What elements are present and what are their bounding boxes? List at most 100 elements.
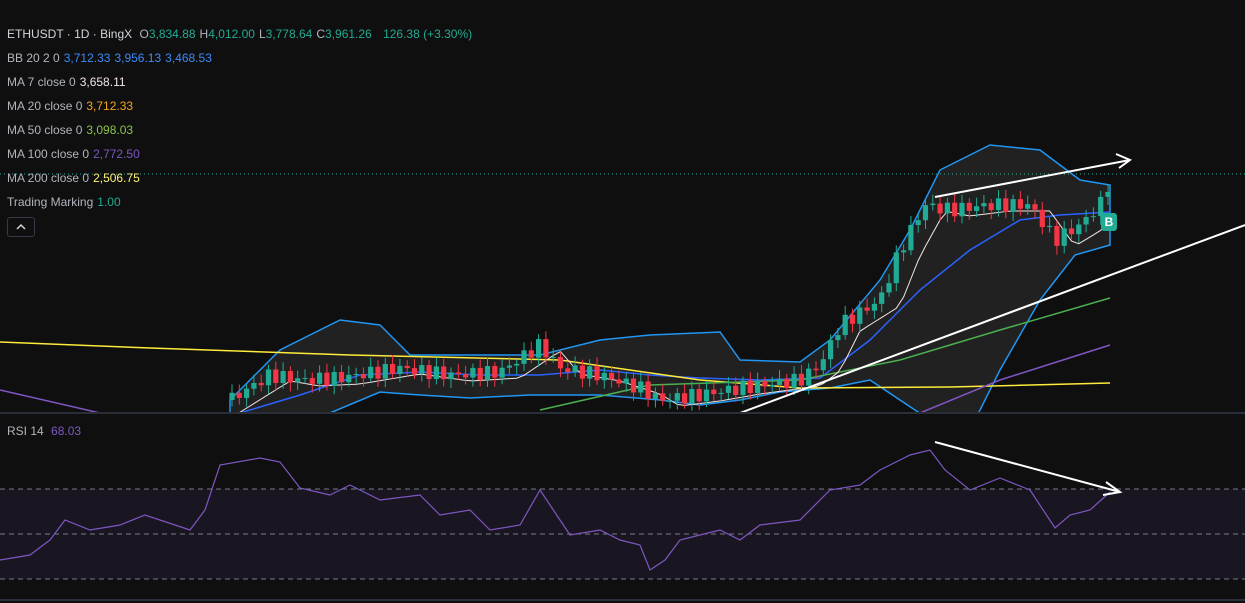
candle-body (477, 367, 483, 381)
candle-body (849, 314, 856, 324)
candle-body (360, 373, 366, 379)
candle-body (616, 379, 622, 384)
candle-body (871, 303, 877, 311)
indicator-name: MA 200 close 0 (7, 171, 90, 185)
candle-body (798, 373, 804, 386)
collapse-button[interactable] (7, 217, 35, 237)
candle-body (1054, 225, 1060, 246)
candle-body (390, 363, 396, 374)
candle-body (295, 378, 301, 383)
ohlc-label: H (199, 27, 209, 41)
indicator-name: MA 50 close 0 (7, 123, 83, 137)
indicator-row: BB 20 2 0 3,712.33 3,956.13 3,468.53 (7, 51, 216, 65)
ohlc-value: 3,834.88 (148, 27, 196, 41)
candle-body (309, 378, 315, 384)
candle-body (258, 382, 264, 386)
candle-body (791, 373, 797, 388)
candle-body (346, 374, 352, 383)
rsi-line (0, 449, 1111, 571)
candle-body (776, 378, 783, 385)
candle-body (879, 292, 885, 304)
indicator-row: MA 200 close 0 2,506.75 (7, 171, 144, 185)
candle-body (1068, 228, 1075, 235)
candle-body (528, 350, 534, 358)
candle-body (995, 198, 1002, 211)
candle-body (828, 340, 834, 360)
ohlc-label: C (316, 27, 326, 41)
trend-line (934, 159, 1131, 198)
candle-body (404, 365, 410, 369)
candle-body (375, 366, 381, 379)
candle-body (244, 388, 250, 399)
ohlc: O3,834.88 H4,012.00 L3,778.64 C3,961.26 (139, 27, 375, 41)
candle-body (368, 366, 374, 379)
symbol-legend: ETHUSDT · 1D · BingX O3,834.88 H4,012.00 L… (7, 27, 476, 41)
indicator-value: 3,098.03 (86, 123, 134, 137)
candle-body (280, 371, 286, 383)
candle-body (550, 356, 556, 358)
change: 126.38 (+3.30%) (383, 27, 473, 41)
candle-body (623, 378, 629, 384)
candle-body (1010, 199, 1016, 212)
candle-body (353, 373, 359, 375)
candle-body (1076, 224, 1082, 235)
candle-body (331, 371, 337, 386)
indicator-name: MA 100 close 0 (7, 147, 90, 161)
candle-body (536, 339, 542, 358)
rsi-legend: RSI 14 68.03 (7, 424, 85, 438)
candle-body (703, 389, 710, 402)
candle-body (857, 307, 863, 324)
rsi-name: RSI 14 (7, 424, 44, 438)
candle-body (959, 202, 965, 217)
candle-body (251, 382, 257, 389)
candle-body (484, 365, 491, 381)
candle-body (324, 372, 330, 386)
arrow-head (1102, 481, 1123, 496)
candle-body (944, 202, 950, 214)
candle-body (755, 381, 761, 394)
ohlc-value: 3,778.64 (265, 27, 313, 41)
candle-body (433, 366, 439, 380)
indicator-name: MA 20 close 0 (7, 99, 83, 113)
candle-body (725, 385, 731, 393)
candle-body (682, 393, 688, 404)
candle-body (455, 372, 461, 374)
indicator-value: 3,658.11 (79, 75, 126, 89)
candle-body (842, 314, 848, 336)
buy-marker-label: B (1105, 215, 1114, 229)
indicator-name: Trading Marking (7, 195, 94, 209)
symbol: ETHUSDT · 1D · BingX (7, 27, 133, 41)
candle-body (1090, 216, 1096, 218)
candle-body (419, 365, 425, 374)
indicator-row: MA 20 close 0 3,712.33 (7, 99, 137, 113)
candle-body (1047, 225, 1053, 228)
candle-body (1039, 209, 1045, 228)
indicator-value: 2,772.50 (93, 147, 140, 161)
chevron-icon (16, 223, 26, 230)
indicator-value: 3,468.53 (165, 51, 212, 65)
candle-body (740, 380, 746, 396)
indicator-value: 1.00 (97, 195, 121, 209)
candle-body (667, 400, 673, 402)
candle-body (762, 381, 768, 387)
candle-body (426, 365, 432, 380)
candle-body (609, 372, 615, 380)
ohlc-value: 3,961.26 (325, 27, 372, 41)
candle-body (492, 365, 498, 378)
ma-100 (0, 389, 101, 413)
candle-body (579, 365, 585, 379)
indicator-row: MA 7 close 0 3,658.11 (7, 75, 130, 89)
candle-body (1003, 198, 1009, 212)
candle-body (930, 203, 936, 206)
candle-body (952, 202, 958, 217)
trend-line (934, 441, 1121, 493)
candle-body (937, 203, 943, 214)
ohlc-label: L (258, 27, 266, 41)
candle-body (521, 350, 527, 364)
candle-body (922, 205, 929, 221)
candle-body (229, 392, 235, 400)
indicator-row: MA 100 close 0 2,772.50 (7, 147, 144, 161)
ma-100 (919, 344, 1111, 413)
candle-body (317, 372, 323, 384)
candle-body (448, 372, 454, 380)
